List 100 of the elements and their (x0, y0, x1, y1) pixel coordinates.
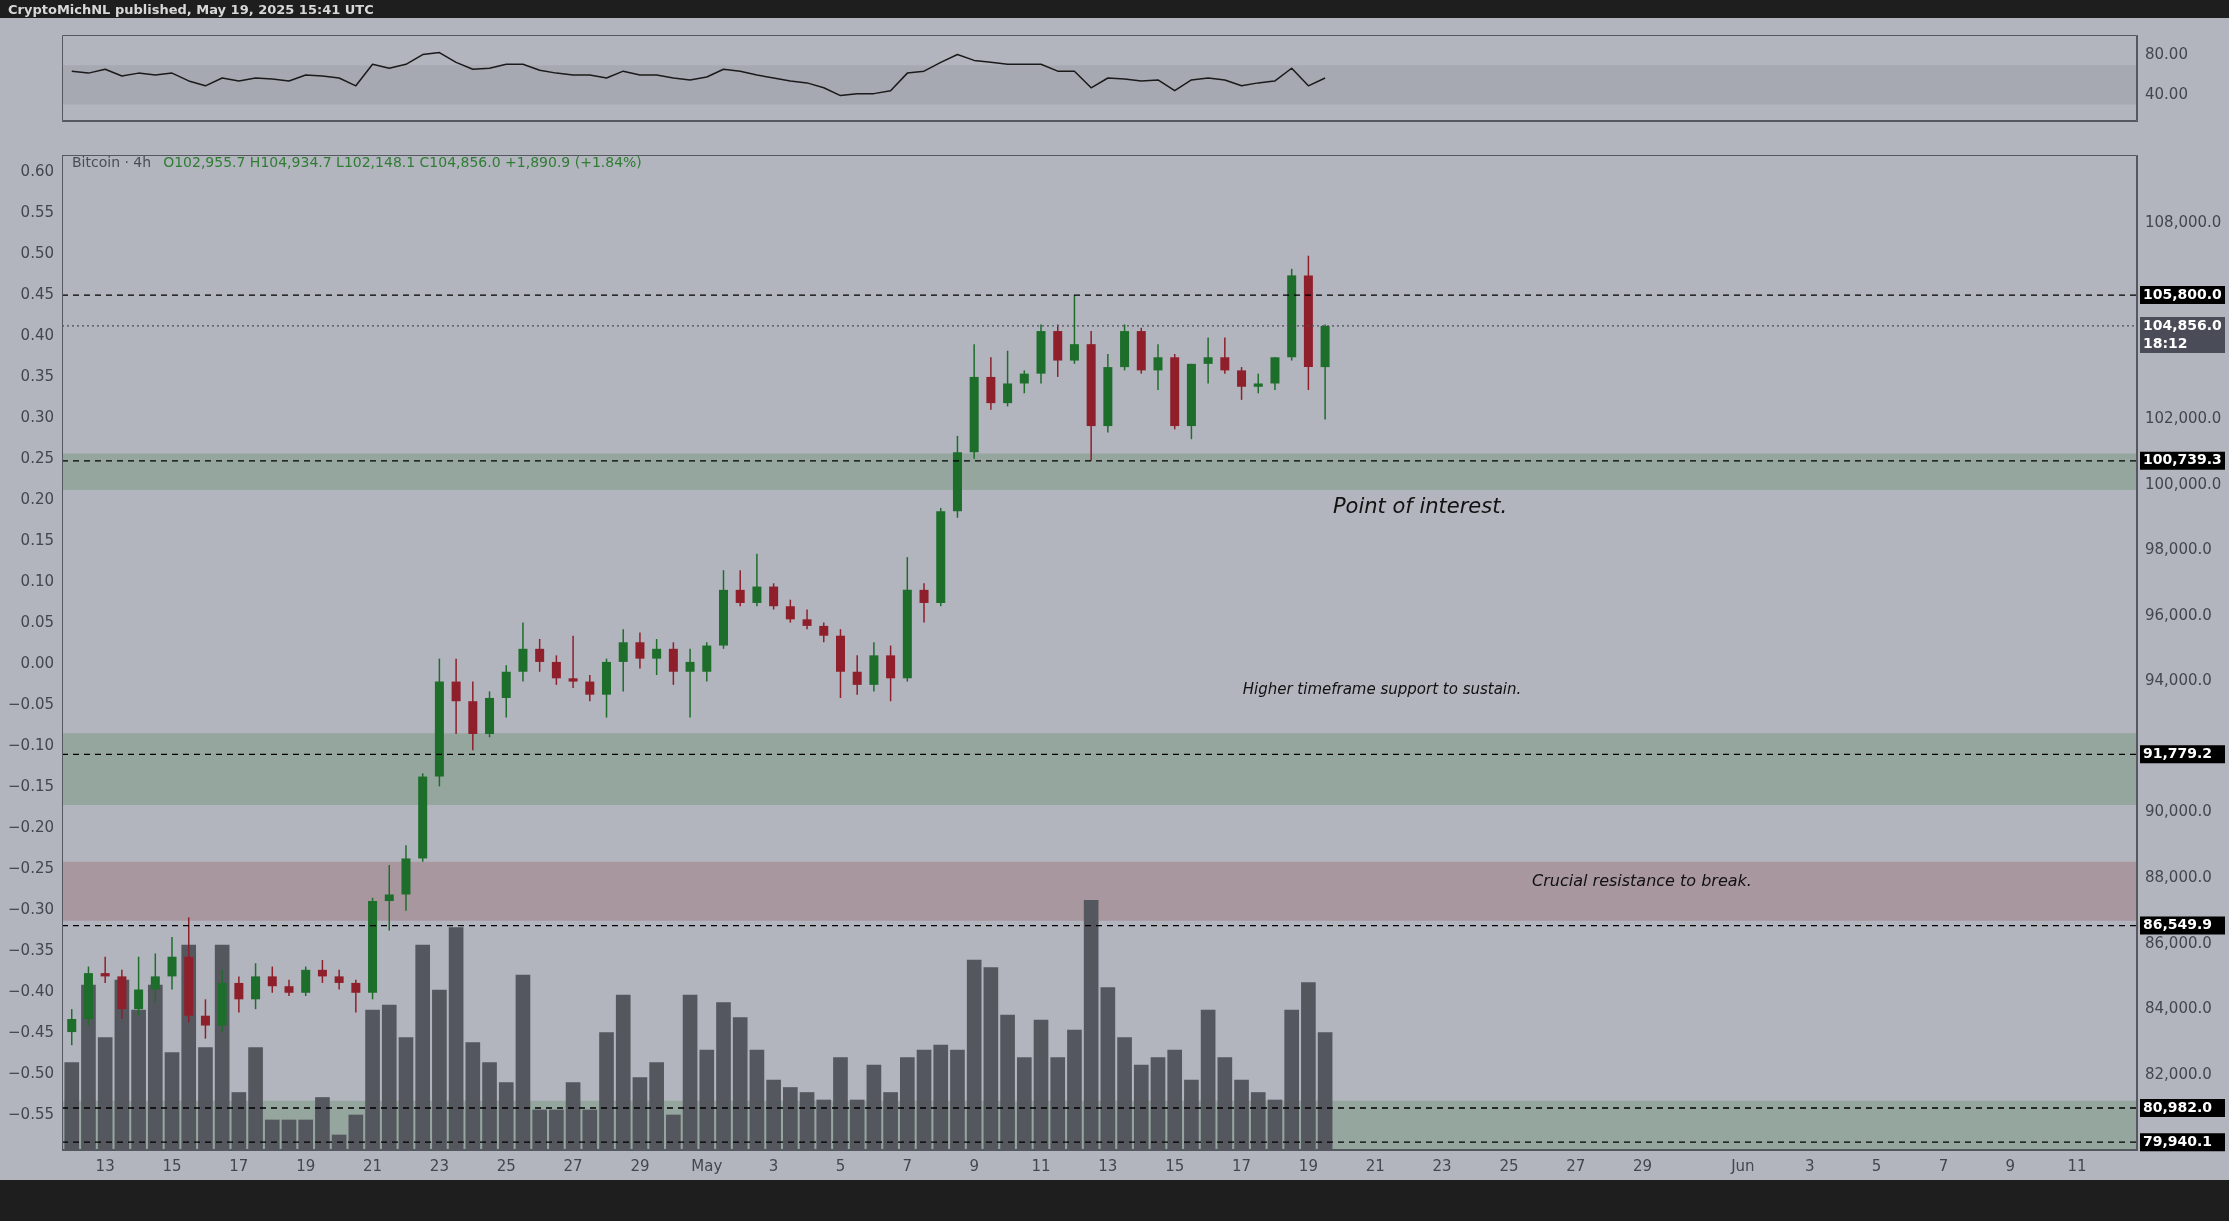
y2-tick-label: −0.55 (8, 1104, 54, 1123)
ref-line-label: 80,982.0 (2143, 1098, 2213, 1115)
y2-tick-label: −0.25 (8, 858, 54, 877)
ref-line-label: 79,940.1 (2143, 1132, 2213, 1149)
candlestick (886, 644, 896, 702)
candlestick (334, 969, 344, 991)
y2-tick-label: −0.30 (8, 899, 54, 918)
candlestick (1003, 349, 1013, 408)
x-tick-label: 29 (630, 1156, 650, 1175)
x-tick-label: 5 (1871, 1156, 1882, 1175)
annotation: Higher timeframe support to sustain. (1242, 680, 1522, 698)
x-tick-label: 11 (1031, 1156, 1051, 1175)
y-tick-label: 88,000.0 (2145, 868, 2212, 887)
y2-tick-label: −0.35 (8, 940, 54, 959)
candlestick (568, 634, 578, 689)
x-tick-label: 19 (1298, 1156, 1318, 1175)
y2-tick-label: −0.15 (8, 776, 54, 795)
y-tick-label: 96,000.0 (2145, 605, 2212, 624)
y2-tick-label: 0.05 (20, 612, 54, 631)
candlestick (134, 955, 144, 1017)
x-tick-label: 23 (1432, 1156, 1452, 1175)
y-tick-label: 40.00 (2145, 84, 2188, 103)
y-tick-label: 94,000.0 (2145, 671, 2212, 690)
x-tick-label: 7 (1938, 1156, 1949, 1175)
candlestick (785, 598, 795, 624)
y2-tick-label: 0.40 (20, 326, 54, 345)
candlestick (200, 998, 210, 1040)
candlestick (301, 965, 311, 997)
y2-tick-label: 0.30 (20, 407, 54, 426)
text: CryptoMichNL published, May 19, 2025 15:41 UTC (8, 2, 374, 17)
candlestick (635, 631, 645, 670)
ref-line-label: 105,800.0 (2143, 285, 2223, 302)
ref-line-label: 100,739.3 (2143, 451, 2222, 468)
candlestick (317, 959, 327, 984)
y-tick-label: 102,000.0 (2145, 409, 2222, 428)
candlestick (685, 648, 695, 719)
y-tick-label: 108,000.0 (2145, 212, 2222, 231)
y-tick-label: 90,000.0 (2145, 802, 2212, 821)
y2-tick-label: −0.45 (8, 1022, 54, 1041)
candlestick (535, 638, 545, 673)
x-tick-label: 21 (1365, 1156, 1385, 1175)
x-tick-label: 19 (296, 1156, 316, 1175)
annotation: Crucial resistance to break. (1532, 871, 1752, 890)
x-tick-label: 25 (1499, 1156, 1519, 1175)
candlestick (267, 965, 277, 994)
candlestick (852, 654, 862, 696)
annotation: Point of interest. (1332, 494, 1508, 518)
y2-tick-label: 0.50 (20, 244, 54, 263)
candlestick (652, 638, 662, 676)
ref-line-label: 104,856.0 18:12 (2143, 316, 2223, 351)
chart-subtitle: O102,955.7 H104,934.7 L102,148.1 C104,856.0 +1,890.9 (+1.84%) (163, 154, 642, 170)
y2-tick-label: 0.60 (20, 162, 54, 181)
x-tick-label: 13 (1098, 1156, 1118, 1175)
y2-tick-label: −0.20 (8, 817, 54, 836)
y2-tick-label: −0.05 (8, 694, 54, 713)
y2-tick-label: 0.20 (20, 489, 54, 508)
candlestick (802, 608, 812, 630)
candlestick (67, 1008, 77, 1046)
y2-tick-label: −0.40 (8, 981, 54, 1000)
x-tick-label: 15 (162, 1156, 182, 1175)
y2-tick-label: 0.15 (20, 530, 54, 549)
x-tick-label: 5 (835, 1156, 846, 1175)
x-tick-label: 9 (2005, 1156, 2016, 1175)
x-tick-label: Jun (1730, 1156, 1755, 1175)
x-tick-label: 3 (1804, 1156, 1815, 1175)
y2-tick-label: 0.55 (20, 203, 54, 222)
ref-line-label: 91,779.2 (2143, 744, 2213, 761)
x-tick-label: 9 (969, 1156, 979, 1175)
candlestick (585, 674, 595, 702)
candlestick (518, 621, 528, 683)
candlestick (234, 975, 244, 1014)
y2-tick-label: 0.10 (20, 571, 54, 590)
chart-title: Bitcoin · 4h (72, 154, 152, 170)
y-tick-label: 84,000.0 (2145, 999, 2212, 1018)
y2-tick-label: −0.50 (8, 1063, 54, 1082)
y-tick-label: 82,000.0 (2145, 1064, 2212, 1083)
candlestick (1237, 366, 1247, 401)
x-tick-label: 25 (496, 1156, 516, 1175)
candlestick (668, 641, 678, 686)
candlestick (384, 864, 394, 932)
candlestick (919, 582, 929, 624)
candlestick (551, 654, 561, 686)
candlestick (1019, 369, 1029, 395)
y2-tick-label: 0.25 (20, 448, 54, 467)
candlestick (618, 628, 628, 693)
candlestick (100, 955, 110, 984)
ref-line-label: 86,549.9 (2143, 916, 2213, 933)
candlestick (819, 621, 829, 644)
x-tick-label: 29 (1633, 1156, 1653, 1175)
candlestick (167, 936, 177, 991)
x-tick-label: 13 (95, 1156, 115, 1175)
candlestick (1153, 343, 1163, 391)
y2-tick-label: 0.35 (20, 367, 54, 385)
candlestick (735, 569, 745, 607)
y-tick-label: 100,000.0 (2145, 474, 2222, 493)
candlestick (1203, 336, 1213, 385)
x-tick-label: 7 (902, 1156, 913, 1175)
y-tick-label: 98,000.0 (2145, 540, 2212, 559)
x-tick-label: 27 (1566, 1156, 1586, 1175)
y2-tick-label: 0.00 (20, 653, 54, 672)
